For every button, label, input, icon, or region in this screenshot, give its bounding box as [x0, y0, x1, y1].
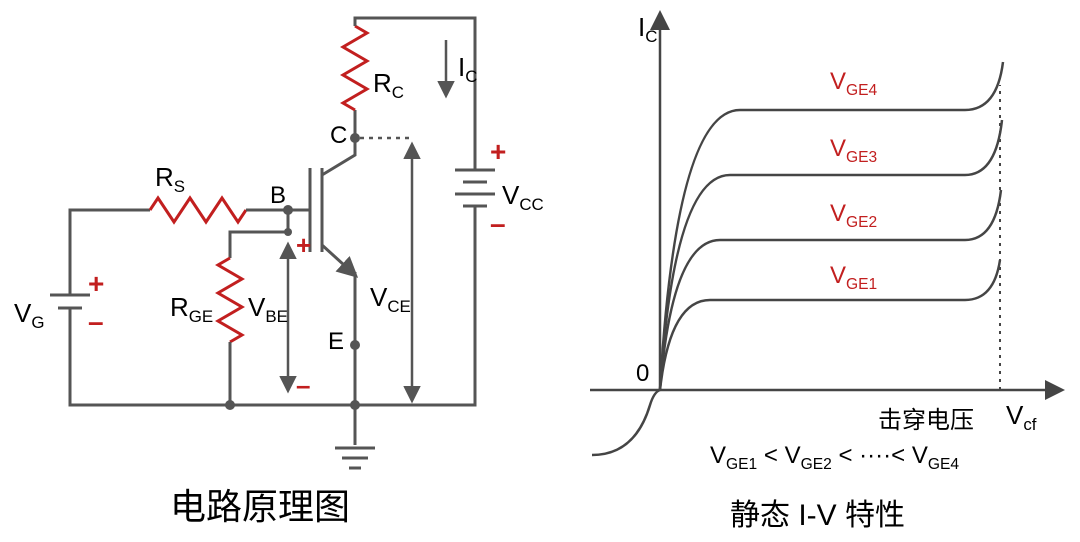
iv-x-label: Vcf — [1006, 400, 1036, 435]
vcc-minus: – — [490, 208, 506, 240]
iv-y-label: IC — [638, 12, 657, 47]
iv-vge3: VGE3 — [830, 135, 877, 167]
vcc-plus: + — [490, 136, 506, 168]
label-b: B — [270, 182, 286, 210]
iv-caption: 静态 I-V 特性 — [730, 490, 905, 534]
iv-breakdown: 击穿电压 — [878, 400, 974, 435]
label-vcc: VCC — [502, 180, 544, 215]
label-rc: RC — [373, 68, 404, 103]
label-vg: VG — [14, 298, 44, 333]
iv-origin: 0 — [636, 360, 649, 388]
label-e: E — [328, 328, 344, 356]
vbe-minus: – — [296, 370, 310, 401]
label-rs: RS — [155, 162, 185, 197]
iv-vge1: VGE1 — [830, 262, 877, 294]
iv-vge4: VGE4 — [830, 68, 877, 100]
vg-plus: + — [88, 268, 104, 300]
label-ic: IC — [458, 52, 477, 87]
vbe-plus: + — [296, 230, 311, 261]
iv-vge2: VGE2 — [830, 200, 877, 232]
label-vce: VCE — [370, 282, 411, 317]
iv-inequality: VGE1 < VGE2 < ····< VGE4 — [710, 442, 959, 474]
circuit-caption: 电路原理图 — [170, 478, 350, 530]
diagram-root: VG RS RGE VBE B C E RC IC VCE VCC + – + … — [0, 0, 1080, 542]
label-rge: RGE — [170, 292, 213, 327]
label-c: C — [330, 122, 347, 150]
vg-minus: – — [88, 306, 104, 338]
label-vbe: VBE — [248, 292, 288, 327]
